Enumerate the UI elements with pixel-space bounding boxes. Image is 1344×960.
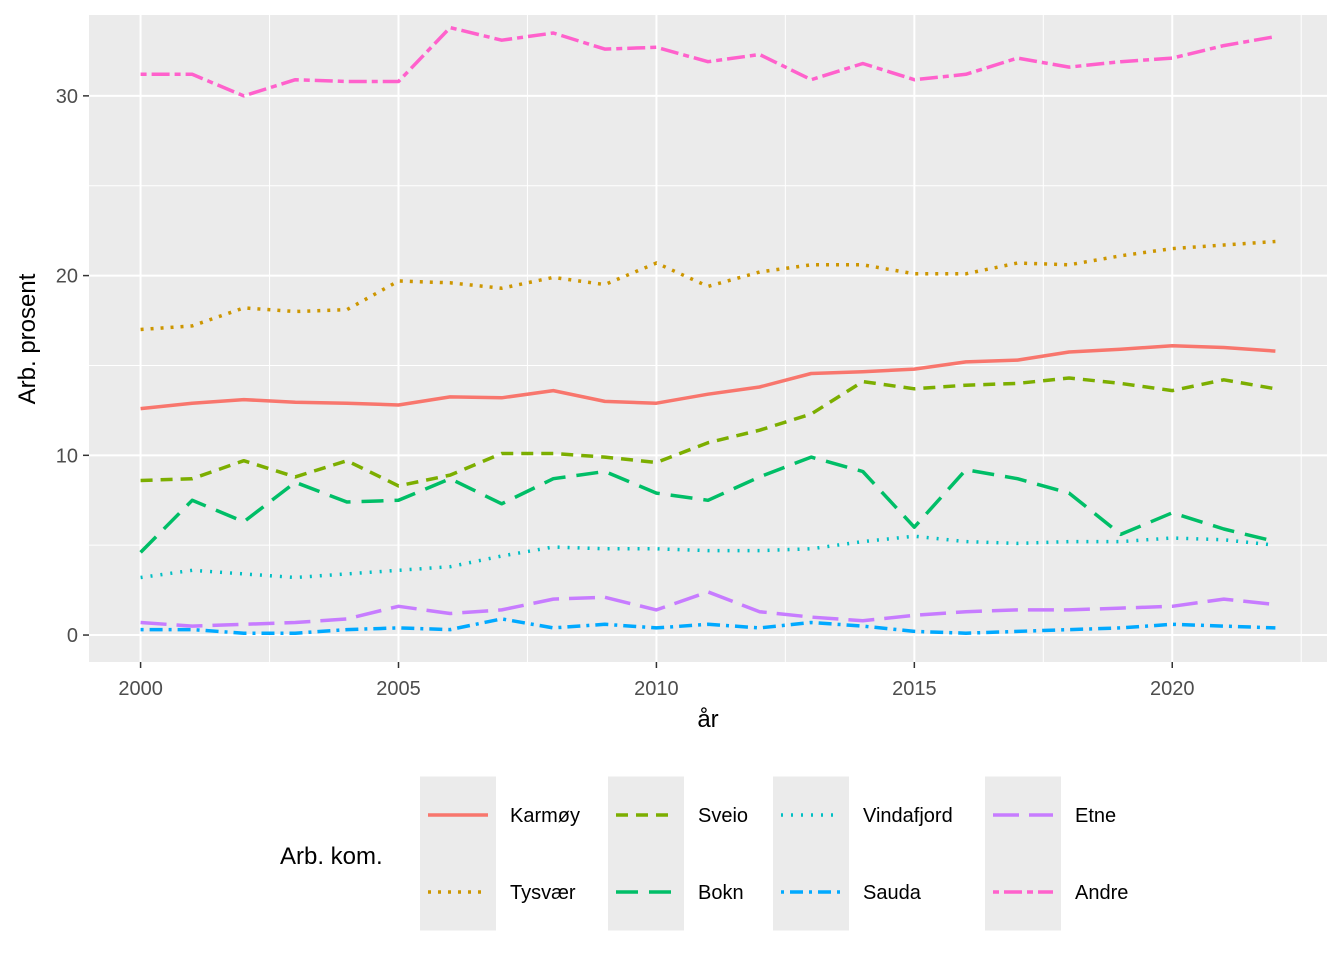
legend-label-etne: Etne — [1075, 805, 1116, 827]
series-line-bokn — [139, 455, 1276, 554]
y-tick-label: 20 — [56, 266, 78, 288]
x-tick-label: 2020 — [1150, 678, 1195, 700]
y-tick-label: 10 — [56, 445, 78, 467]
grid-lines — [89, 15, 1327, 662]
x-tick-label: 2005 — [376, 678, 421, 700]
x-tick-label: 2015 — [892, 678, 937, 700]
legend-label-andre: Andre — [1075, 882, 1128, 904]
panel-background — [89, 15, 1327, 662]
y-axis-title: Arb. prosent — [14, 273, 41, 404]
series-line-etne — [140, 590, 1276, 628]
legend-label-bokn: Bokn — [698, 882, 744, 904]
legend-label-vindafjord: Vindafjord — [863, 805, 953, 827]
legend-label-sveio: Sveio — [698, 805, 748, 827]
series-line-andre — [140, 25, 1276, 98]
x-tick-label: 2010 — [634, 678, 679, 700]
legend-label-sauda: Sauda — [863, 882, 922, 904]
axes: 2000 2005 2010 2015 2020 0 10 20 30 — [56, 86, 1195, 700]
series-line-sveio — [140, 376, 1276, 488]
x-axis-title: år — [697, 706, 718, 733]
series-line-karmøy — [140, 343, 1276, 411]
legend-label-karmøy: Karmøy — [510, 805, 580, 827]
x-tick-label: 2000 — [118, 678, 163, 700]
series-line-sauda — [140, 617, 1276, 635]
legend-label-tysvær: Tysvær — [510, 882, 576, 904]
y-tick-label: 30 — [56, 86, 78, 108]
legend-title: Arb. kom. — [280, 843, 383, 870]
y-tick-label: 0 — [67, 625, 78, 647]
series-layer — [139, 25, 1276, 635]
series-line-vindafjord — [140, 534, 1276, 580]
series-line-tysvær — [140, 239, 1276, 332]
legend: Karmøy Tysvær Sveio Bokn Vindafjord Sauda Etne… — [420, 776, 1128, 931]
